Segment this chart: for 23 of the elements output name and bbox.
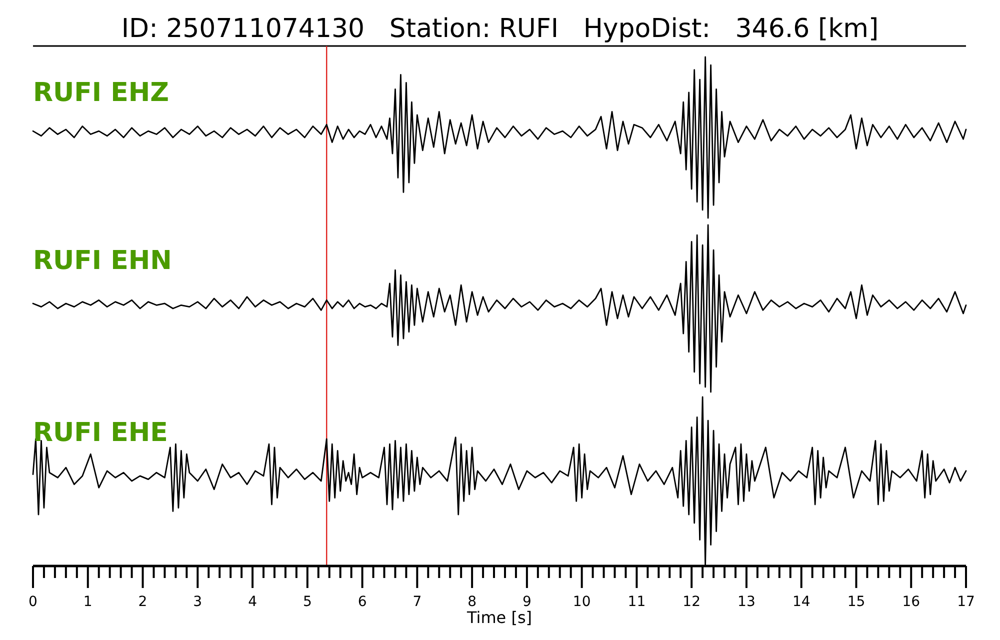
x-tick-label: 3	[193, 594, 202, 610]
x-tick-label: 2	[138, 594, 148, 610]
x-axis-title: Time [s]	[466, 608, 532, 627]
text: RUFI EHE	[33, 418, 168, 448]
x-tick-label: 4	[248, 594, 258, 610]
text: ID: 250711074130 Station: RUFI HypoDist: 346.6 [km]	[121, 14, 879, 44]
x-tick-label: 17	[957, 594, 975, 610]
x-tick-label: 15	[847, 594, 866, 610]
x-tick-label: 5	[302, 594, 312, 610]
x-tick-label: 10	[572, 594, 591, 610]
x-tick-label: 11	[628, 594, 646, 610]
x-tick-label: 12	[682, 594, 700, 610]
x-tick-label: 1	[83, 594, 92, 610]
text: RUFI EHZ	[33, 78, 169, 108]
x-tick-label: 9	[522, 594, 532, 610]
x-tick-label: 6	[358, 594, 367, 610]
x-tick-label: 8	[468, 594, 477, 610]
text: RUFI EHN	[33, 246, 172, 276]
x-tick-label: 13	[738, 594, 756, 610]
x-tick-label: 0	[28, 594, 38, 610]
x-tick-label: 16	[902, 594, 920, 610]
x-tick-label: 7	[412, 594, 422, 610]
x-tick-label: 14	[792, 594, 810, 610]
